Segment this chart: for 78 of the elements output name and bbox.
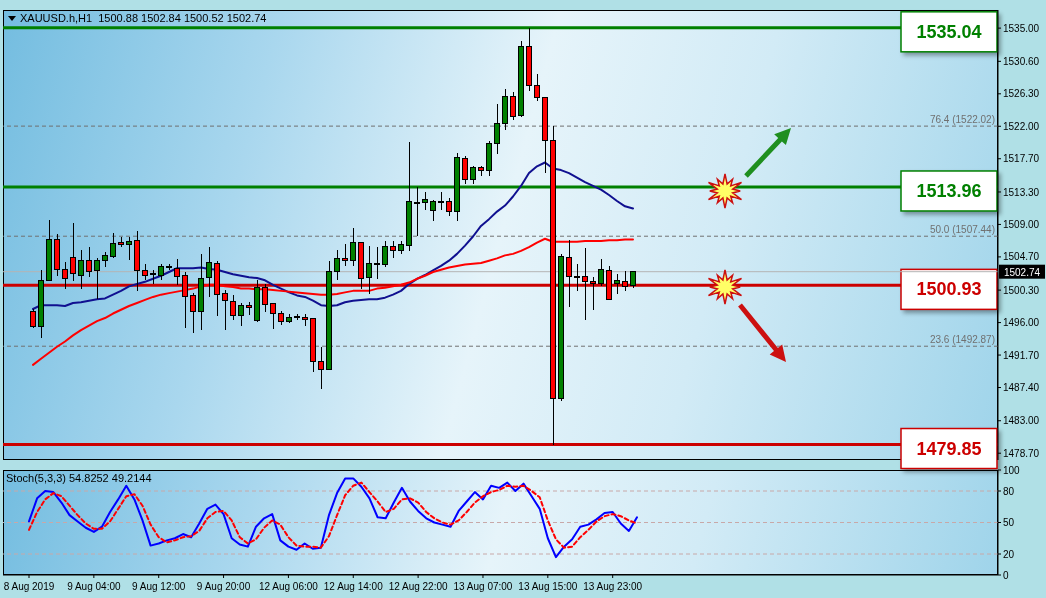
y-tick-label: 1478.70	[1003, 447, 1040, 459]
y-tick-label: 1526.30	[1003, 88, 1040, 100]
candlestick	[270, 302, 276, 330]
candlestick	[342, 243, 348, 267]
candlestick	[190, 292, 196, 334]
ref-line-label: 1513.96	[916, 180, 982, 201]
chart-title: XAUUSD.h,H1 1500.88 1502.84 1500.52 1502.74	[20, 12, 267, 24]
candlestick	[238, 302, 244, 327]
y-tick-label: 1517.70	[1003, 153, 1040, 165]
ref-line-label: 76.4 (1522.02)	[929, 114, 995, 126]
x-tick-label: 9 Aug 12:00	[132, 581, 186, 593]
candlestick	[78, 249, 84, 290]
y-tick-label: 1500.30	[1003, 284, 1040, 296]
candlestick	[126, 236, 132, 261]
y-tick-label: 1491.70	[1003, 349, 1040, 361]
ref-line-label: 23.6 (1492.87)	[929, 334, 995, 346]
candlestick	[30, 308, 36, 329]
y-tick-label: 1483.00	[1003, 415, 1040, 427]
chart-title: Stoch(5,3,3) 54.8252 49.2144	[6, 472, 152, 484]
candlestick	[590, 276, 596, 311]
x-tick-label: 9 Aug 04:00	[67, 581, 121, 593]
candlestick	[414, 186, 420, 237]
candlestick	[582, 247, 588, 321]
ref-line-label: 1535.04	[916, 21, 982, 42]
y-tick-label: 1530.60	[1003, 55, 1040, 67]
candlestick	[222, 289, 228, 331]
y-tick-label: 20	[1003, 548, 1015, 560]
line-series	[32, 161, 634, 310]
ref-line-label: 1502.74	[1003, 266, 1041, 278]
x-tick-label: 9 Aug 20:00	[196, 581, 251, 593]
candlestick	[598, 258, 604, 287]
candlestick	[318, 346, 324, 390]
candlestick	[510, 91, 516, 121]
candlestick	[206, 246, 212, 298]
candlestick	[574, 263, 580, 292]
candlestick	[86, 246, 92, 278]
candlestick	[182, 271, 188, 329]
x-tick-label: 12 Aug 06:00	[258, 581, 319, 593]
candlestick	[422, 191, 428, 211]
y-tick-label: 0	[1003, 569, 1009, 581]
candlestick	[374, 246, 380, 280]
candlestick	[350, 227, 356, 267]
y-tick-label: 1504.70	[1003, 251, 1040, 263]
y-tick-label: 50	[1003, 517, 1015, 529]
candlestick	[438, 191, 444, 211]
candlestick	[382, 240, 388, 268]
ref-line-label: 1479.85	[916, 438, 982, 459]
candlestick	[366, 245, 372, 295]
candlestick	[334, 249, 340, 281]
y-tick-label: 80	[1003, 485, 1015, 497]
x-tick-label: 8 Aug 2019	[3, 581, 55, 593]
candlestick	[62, 261, 68, 290]
y-tick-label: 1487.40	[1003, 382, 1040, 394]
x-tick-label: 13 Aug 23:00	[583, 581, 643, 593]
x-tick-label: 13 Aug 15:00	[518, 581, 578, 593]
candlestick	[622, 270, 628, 292]
ref-line-label: 1500.93	[916, 279, 982, 300]
candlestick	[446, 197, 452, 217]
y-tick-label: 1522.00	[1003, 120, 1040, 132]
y-tick-label: 1535.00	[1003, 22, 1040, 34]
x-tick-label: 12 Aug 14:00	[323, 581, 384, 593]
candlestick	[534, 73, 540, 102]
y-tick-label: 1513.30	[1003, 186, 1040, 198]
candlestick	[94, 257, 100, 300]
ref-line-label: 50.0 (1507.44)	[929, 224, 995, 236]
x-tick-label: 13 Aug 07:00	[453, 581, 513, 593]
y-tick-label: 1509.00	[1003, 218, 1040, 230]
candlestick	[262, 283, 268, 313]
candlestick	[110, 232, 116, 259]
candlestick	[462, 155, 468, 185]
y-tick-label: 100	[1003, 464, 1021, 476]
candlestick	[70, 222, 76, 282]
x-tick-label: 12 Aug 22:00	[388, 581, 449, 593]
y-tick-label: 1496.00	[1003, 317, 1040, 329]
candlestick	[230, 294, 236, 321]
candlestick	[614, 273, 620, 295]
candlestick	[174, 258, 180, 286]
candlestick	[494, 103, 500, 155]
